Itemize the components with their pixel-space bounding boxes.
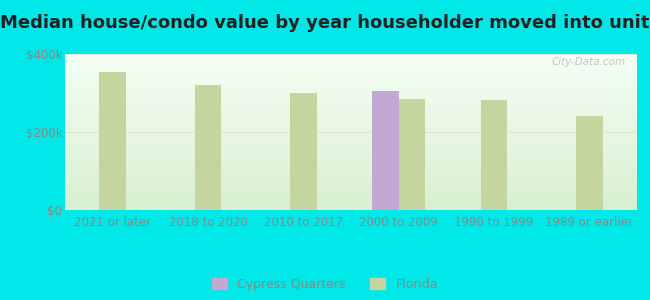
Bar — [372, 91, 398, 210]
Bar — [576, 116, 603, 210]
Bar — [398, 99, 425, 210]
Bar — [480, 100, 508, 210]
Bar — [194, 85, 222, 210]
Legend: Cypress Quarters, Florida: Cypress Quarters, Florida — [212, 278, 438, 291]
Bar — [99, 71, 126, 210]
Text: Median house/condo value by year householder moved into unit: Median house/condo value by year househo… — [0, 14, 650, 32]
Text: City-Data.com: City-Data.com — [551, 57, 625, 67]
Bar — [290, 93, 317, 210]
